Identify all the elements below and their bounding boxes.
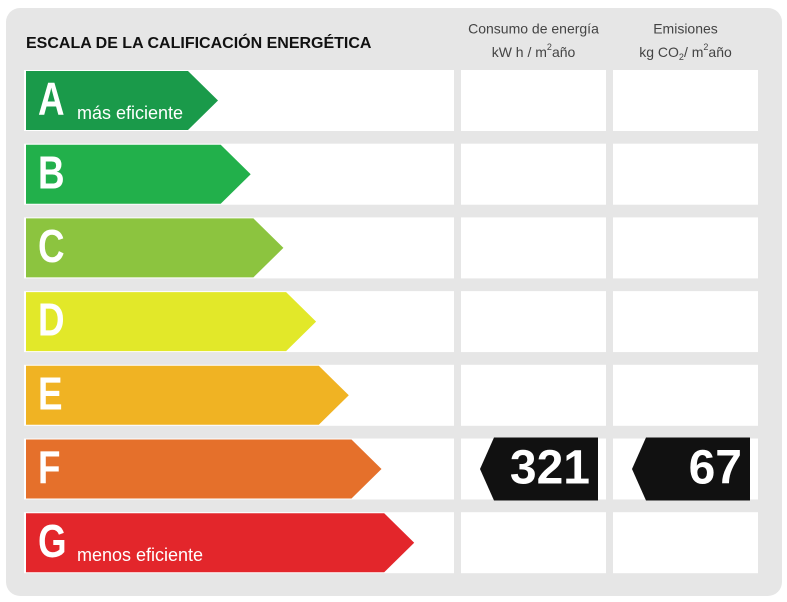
value-cell — [461, 143, 606, 205]
rating-arrow — [26, 292, 317, 352]
column-unit: kW h / m2​año — [492, 42, 576, 59]
rating-arrow — [26, 218, 284, 278]
rating-letter: A — [38, 73, 65, 125]
rating-arrow — [26, 365, 349, 425]
rating-arrow — [26, 144, 251, 204]
value-text: 67 — [689, 442, 742, 495]
rating-arrow — [26, 71, 218, 130]
rating-letter: D — [38, 294, 65, 346]
rating-letter: C — [38, 220, 65, 272]
value-cell — [613, 364, 758, 426]
value-cell — [461, 291, 606, 353]
unit-index: 2 — [679, 52, 684, 62]
value-cell — [461, 70, 606, 131]
rating-label: menos eficiente — [77, 545, 203, 565]
value-cell — [461, 217, 606, 279]
unit-index: 2 — [547, 42, 552, 52]
unit-text: año — [708, 44, 732, 60]
value-cell — [613, 291, 758, 353]
rating-letter: G — [38, 515, 67, 567]
column-title: Consumo de energía — [468, 21, 599, 37]
value-badge — [632, 437, 750, 501]
rating-letter: F — [38, 441, 60, 493]
title: ESCALA DE LA CALIFICACIÓN ENERGÉTICA — [26, 33, 372, 52]
rating-label: más eficiente — [77, 103, 183, 123]
rating-arrow — [26, 439, 382, 499]
unit-text: año — [552, 44, 576, 60]
value-cell — [613, 70, 758, 131]
rating-arrow — [26, 513, 415, 573]
column-unit: kg CO2​/ m2​año — [639, 42, 732, 62]
unit-text: kW h / m — [492, 44, 547, 60]
value-cell — [461, 364, 606, 426]
column-title: Emisiones — [653, 21, 718, 37]
unit-text: / m — [684, 44, 703, 60]
value-cell — [613, 143, 758, 205]
unit-text: kg CO — [639, 44, 679, 60]
value-cell — [613, 512, 758, 574]
unit-index: 2 — [703, 42, 708, 52]
value-cell — [461, 512, 606, 574]
value-cell — [613, 217, 758, 279]
value-text: 321 — [510, 442, 590, 495]
rating-letter: E — [38, 367, 63, 419]
rating-letter: B — [38, 146, 65, 198]
value-badge — [480, 437, 598, 501]
